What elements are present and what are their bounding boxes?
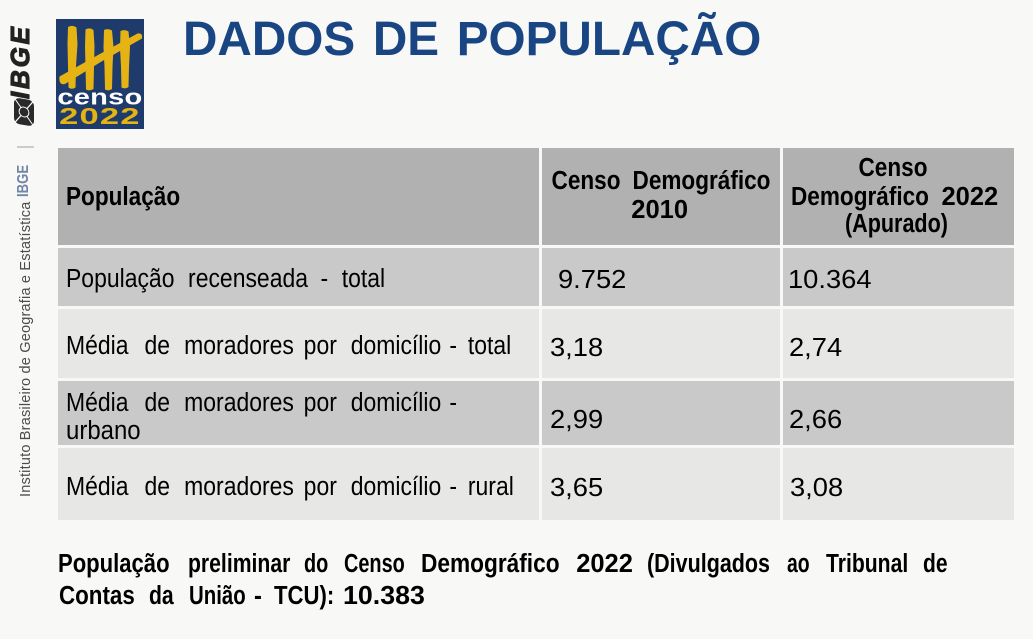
svg-text:2022: 2022 [59, 104, 141, 129]
svg-text:censo: censo [57, 86, 142, 110]
